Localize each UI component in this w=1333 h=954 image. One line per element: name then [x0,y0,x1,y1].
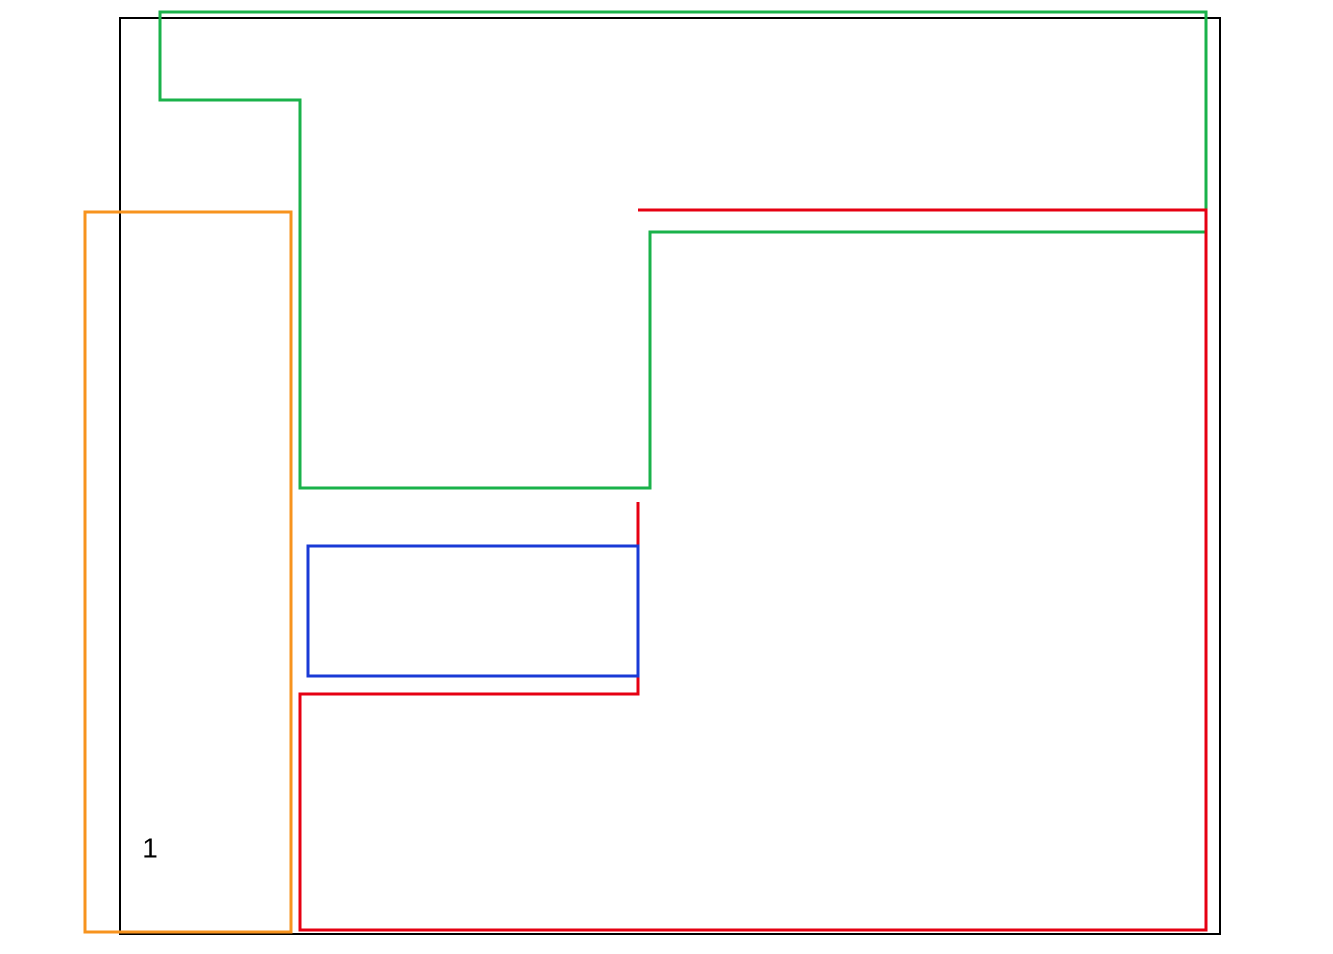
outer-frame [120,18,1220,934]
spi-block-diagram: 1 [0,0,1333,954]
num-1: 1 [142,832,158,863]
